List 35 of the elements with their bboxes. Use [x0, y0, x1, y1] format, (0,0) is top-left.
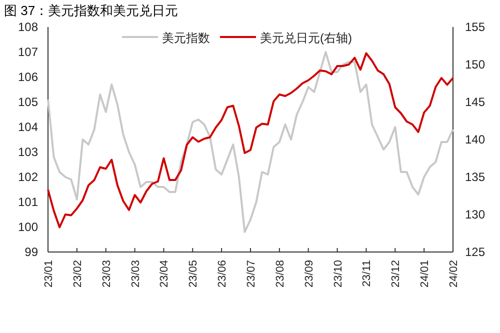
legend-label: 美元指数 — [162, 31, 210, 45]
x-tick-label: 23/06 — [216, 260, 229, 288]
x-tick-label: 23/03 — [100, 260, 113, 288]
x-tick-label: 23/02 — [72, 260, 84, 288]
x-tick-label: 23/05 — [188, 260, 200, 288]
y2-tick-label: 140 — [465, 132, 486, 146]
chart-title: 图 37：美元指数和美元兑日元 — [4, 3, 178, 18]
y2-tick-label: 145 — [465, 95, 486, 109]
y-tick-label: 100 — [18, 220, 38, 234]
y-tick-label: 105 — [18, 95, 38, 109]
y-tick-label: 106 — [18, 70, 38, 84]
x-tick-label: 23/07 — [246, 260, 258, 288]
x-tick-label: 23/01 — [43, 260, 55, 288]
legend-label: 美元兑日元(右轴) — [260, 31, 352, 45]
y2-tick-label: 125 — [465, 245, 486, 259]
x-tick-label: 24/02 — [448, 260, 460, 288]
y-tick-label: 101 — [18, 195, 38, 209]
x-tick-label: 23/12 — [390, 260, 402, 288]
y-tick-label: 104 — [18, 120, 38, 134]
x-tick-label: 24/01 — [419, 260, 432, 288]
x-tick-label: 23/11 — [361, 260, 374, 287]
y-tick-label: 108 — [18, 20, 38, 34]
y-tick-label: 102 — [18, 170, 38, 184]
y-tick-label: 103 — [18, 145, 38, 159]
y2-tick-label: 155 — [465, 20, 486, 34]
y-tick-label: 107 — [18, 45, 38, 59]
y2-tick-label: 150 — [465, 58, 486, 72]
y2-tick-label: 135 — [465, 170, 486, 184]
y2-tick-label: 130 — [465, 208, 486, 222]
y-tick-label: 99 — [24, 245, 38, 259]
x-tick-label: 23/03 — [130, 260, 142, 288]
x-tick-label: 23/04 — [158, 260, 171, 288]
x-tick-label: 23/10 — [332, 260, 344, 288]
x-tick-label: 23/09 — [303, 260, 316, 288]
x-tick-label: 23/08 — [274, 260, 286, 288]
